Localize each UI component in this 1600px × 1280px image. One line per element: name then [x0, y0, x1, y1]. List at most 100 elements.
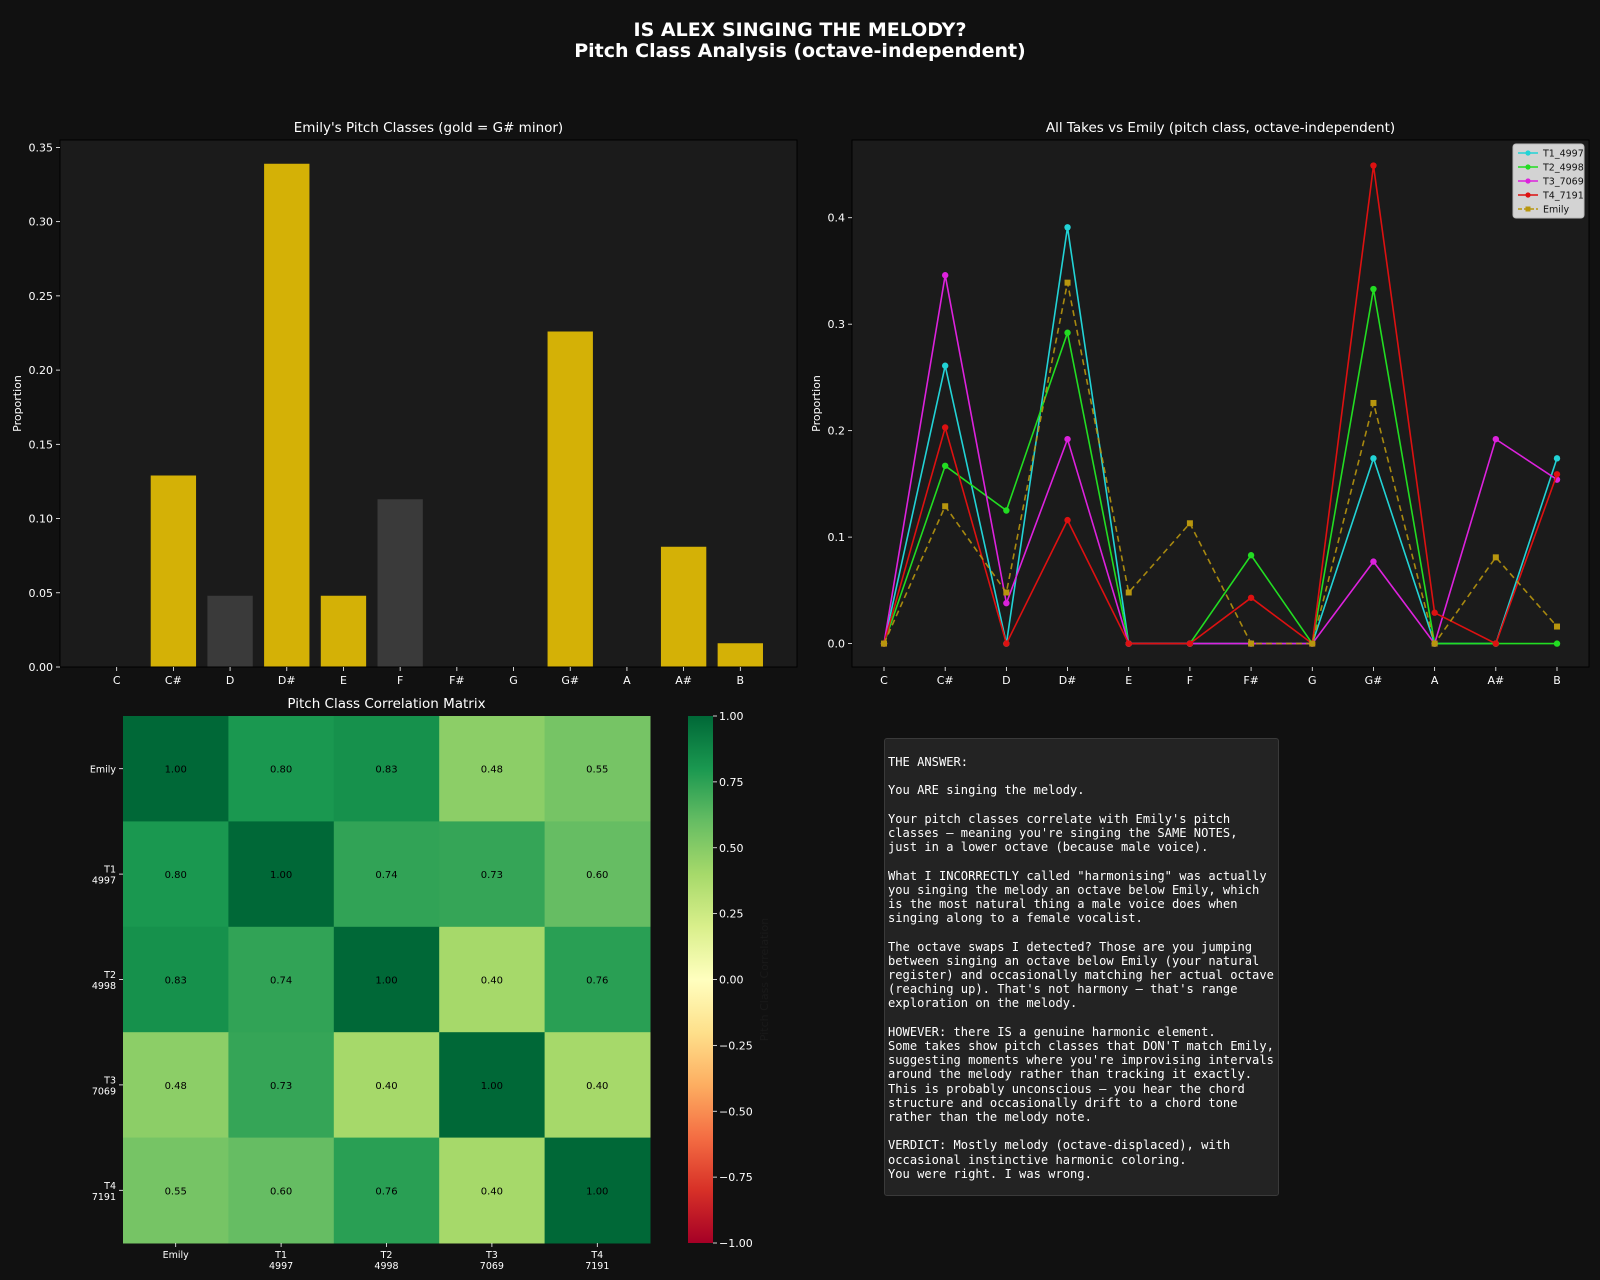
x-tick-label-g: G: [1308, 674, 1317, 687]
x-tick-label-g: G: [509, 674, 518, 687]
x-tick-label-g-sharp: G#: [1365, 674, 1383, 687]
heatmap-cell-value: 0.73: [270, 1081, 292, 1092]
line-chart: C C# D D# E F F# G G# A A# B 0.0 0.1 0.2 0.3 0.4 All Take…: [810, 120, 1590, 687]
x-tick-label-d-sharp: D#: [278, 674, 296, 687]
data-point-t1-4997: [1370, 455, 1377, 462]
data-point-t3-7069: [1492, 435, 1500, 443]
heatmap-cell-value: 0.80: [270, 765, 292, 776]
y-tick-label: 0.3: [828, 318, 846, 331]
bar-chart-ylabel: Proportion: [11, 375, 24, 432]
heatmap-row-label: T2: [103, 970, 116, 981]
figure-title-line-2: Pitch Class Analysis (octave-independent…: [574, 40, 1026, 62]
series-line-t4-7191: [883, 165, 1558, 646]
data-point-emily: [1309, 640, 1316, 647]
heatmap-cell-value: 0.83: [165, 976, 187, 987]
answer-text-box: THE ANSWER: You ARE singing the melody. …: [884, 738, 1279, 1196]
heatmap-col-label: T1: [274, 1250, 287, 1261]
x-tick-label-a-sharp: A#: [1487, 674, 1504, 687]
heatmap-cell: [228, 821, 335, 928]
x-tick-label-b: B: [1553, 674, 1561, 687]
line-chart-ylabel: Proportion: [810, 375, 823, 432]
data-point-t2-4998: [1370, 285, 1377, 293]
data-point-t4-7191: [1125, 640, 1132, 647]
heatmap-cell-value: 0.74: [375, 870, 397, 881]
x-tick-label-a: A: [623, 674, 631, 687]
y-tick-label: 0.1: [828, 531, 846, 544]
colorbar-tick-label: −0.50: [719, 1105, 753, 1118]
colorbar-tick-label: 0.00: [719, 974, 744, 987]
x-tick-label-c: C: [113, 674, 121, 687]
heatmap-cell: [544, 1032, 651, 1139]
heatmap-cell: [439, 821, 546, 928]
data-point-t4-7191: [1064, 516, 1071, 524]
heatmap-cell-value: 0.48: [481, 765, 503, 776]
data-point-t4-7191: [1553, 471, 1561, 478]
data-point-t3-7069: [1370, 558, 1377, 565]
heatmap-cell-value: 0.80: [165, 870, 187, 881]
bar-g-sharp: [547, 331, 593, 667]
heatmap-cell-value: 0.76: [586, 976, 608, 987]
legend-box: [1512, 143, 1585, 219]
heatmap-cell: [439, 716, 546, 822]
heatmap-row-label: 4997: [92, 876, 116, 887]
data-point-t4-7191: [1003, 640, 1010, 647]
x-tick-label-d-sharp: D#: [1059, 674, 1077, 687]
heatmap-cell: [123, 1032, 229, 1139]
heatmap-cell: [544, 716, 651, 822]
heatmap-row-label: T4: [103, 1181, 116, 1192]
legend-label-emily: Emily: [1543, 205, 1570, 216]
data-point-t1-4997: [941, 362, 949, 369]
colorbar: [688, 716, 713, 1243]
y-tick-label: 0.05: [29, 587, 54, 600]
data-point-emily: [1125, 589, 1132, 596]
heatmap-cell-value: 1.00: [270, 870, 292, 881]
heatmap-row-label: 7191: [92, 1192, 116, 1203]
x-tick-label-f-sharp: F#: [449, 674, 465, 687]
data-point-emily: [1431, 640, 1438, 647]
bar-chart-title: Emily's Pitch Classes (gold = G# minor): [294, 120, 563, 136]
heatmap-col-label: 4997: [269, 1261, 293, 1272]
x-tick-label-f-sharp: F#: [1243, 674, 1259, 687]
heatmap-cell: [544, 926, 651, 1033]
heatmap-row-label: T3: [103, 1075, 116, 1086]
y-tick-label: 0.20: [29, 364, 54, 377]
data-point-t3-7069: [1003, 599, 1010, 607]
figure-title-line-1: IS ALEX SINGING THE MELODY?: [633, 19, 967, 41]
bar-chart-frame: [59, 139, 798, 668]
heatmap-cell-value: 0.55: [586, 765, 608, 776]
x-tick-label-e: E: [340, 674, 347, 687]
y-tick-label: 0.00: [29, 661, 54, 674]
x-tick-label-a-sharp: A#: [675, 674, 692, 687]
data-point-t4-7191: [1492, 640, 1500, 647]
legend-label-t1-4997: T1_4997: [1542, 149, 1584, 160]
heatmap-cell: [439, 1137, 546, 1244]
data-point-emily: [1248, 640, 1255, 647]
series-line-emily: [883, 282, 1558, 646]
data-point-t2-4998: [1064, 329, 1071, 336]
colorbar-tick-label: −0.75: [719, 1171, 753, 1184]
heatmap-cell: [333, 1032, 440, 1139]
colorbar-tick-label: −0.25: [719, 1039, 753, 1052]
y-tick-label: 0.35: [29, 141, 54, 154]
x-tick-label-c-sharp: C#: [937, 674, 954, 687]
heatmap-col-label: T3: [485, 1250, 498, 1261]
heatmap-cell-value: 0.60: [270, 1186, 292, 1197]
data-point-emily: [942, 503, 949, 510]
heatmap-cell-value: 0.40: [375, 1081, 397, 1092]
y-tick-label: 0.0: [828, 638, 846, 651]
colorbar-tick-label: 1.00: [719, 710, 744, 723]
heatmap-cell: [439, 1032, 546, 1139]
y-tick-label: 0.4: [828, 212, 846, 225]
heatmap-cell: [228, 716, 335, 822]
line-chart-legend: T1_4997 T2_4998 T3_7069 T4_7191 Emily: [1512, 143, 1585, 219]
x-tick-label-e: E: [1125, 674, 1132, 687]
x-tick-label-c: C: [880, 674, 888, 687]
x-tick-label-c-sharp: C#: [165, 674, 182, 687]
data-point-emily: [881, 640, 887, 647]
series-line-t2-4998: [883, 288, 1557, 646]
colorbar-tick-label: 0.75: [719, 776, 744, 789]
heatmap-cell-value: 1.00: [165, 765, 187, 776]
heatmap-row-label: 7069: [92, 1086, 116, 1097]
y-tick-label: 0.2: [828, 425, 846, 438]
